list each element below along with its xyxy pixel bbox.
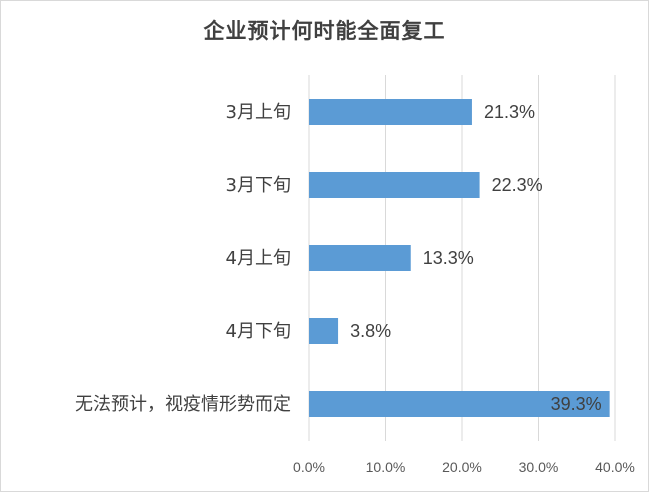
data-label: 13.3% xyxy=(423,248,474,268)
x-tick-label: 20.0% xyxy=(442,459,482,475)
x-tick-label: 40.0% xyxy=(595,459,635,475)
bar xyxy=(309,99,472,125)
chart-title: 企业预计何时能全面复工 xyxy=(203,19,446,43)
category-label: 4月下旬 xyxy=(226,321,291,342)
x-tick-label: 0.0% xyxy=(293,459,325,475)
bar xyxy=(309,172,480,198)
bar xyxy=(309,245,411,271)
x-tick-label: 10.0% xyxy=(366,459,406,475)
data-label: 39.3% xyxy=(551,394,602,414)
category-label: 无法预计，视疫情形势而定 xyxy=(75,394,291,415)
data-label: 22.3% xyxy=(492,175,543,195)
category-label: 4月上旬 xyxy=(226,248,291,269)
category-label: 3月下旬 xyxy=(226,175,291,196)
category-label: 3月上旬 xyxy=(226,102,291,123)
bar xyxy=(309,391,610,417)
data-label: 3.8% xyxy=(350,321,391,341)
data-label: 21.3% xyxy=(484,102,535,122)
bar xyxy=(309,318,339,344)
x-tick-label: 30.0% xyxy=(519,459,559,475)
